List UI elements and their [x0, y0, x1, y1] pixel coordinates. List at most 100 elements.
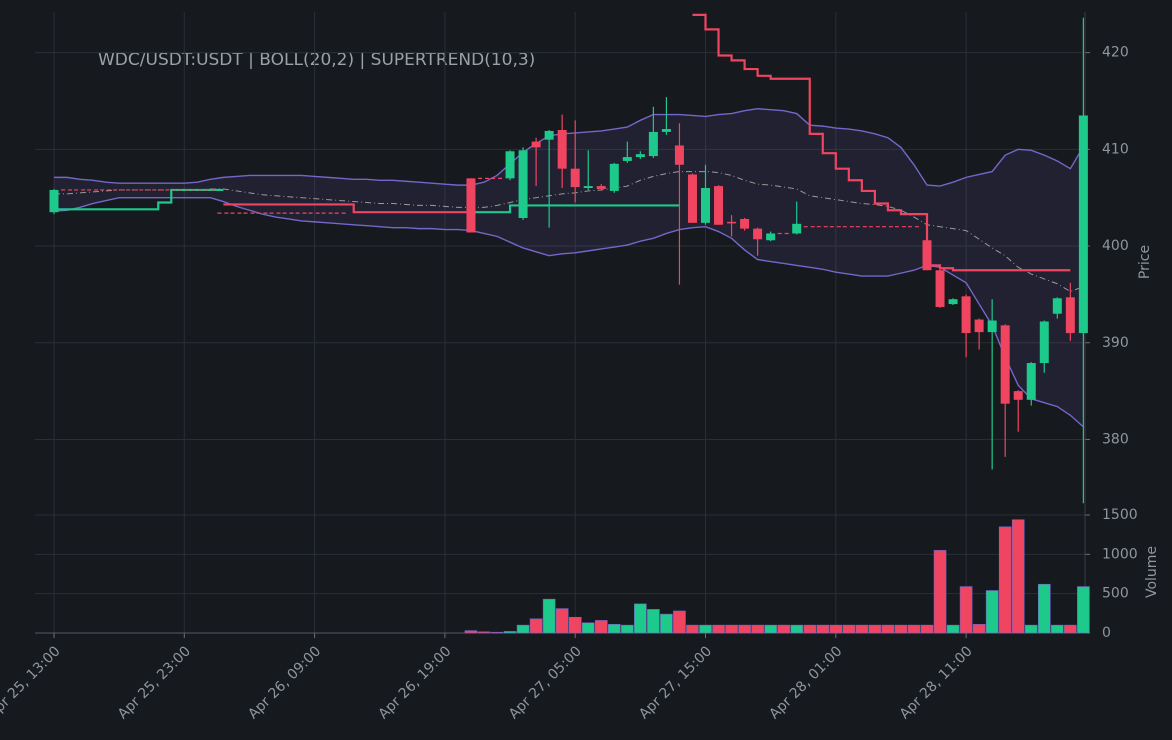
- candle-body: [792, 223, 802, 234]
- candle-body: [948, 299, 958, 305]
- volume-bar: [738, 624, 751, 634]
- band-middle: [54, 171, 1084, 293]
- volume-bar: [464, 630, 478, 634]
- y2-tick-label: 1000: [1102, 546, 1138, 562]
- candle-body: [1039, 321, 1049, 364]
- volume-bar: [933, 550, 947, 634]
- chart-title: WDC/USDT:USDT | BOLL(20,2) | SUPERTREND(…: [98, 50, 535, 70]
- y-tick-label: 390: [1102, 335, 1129, 351]
- candle-body: [922, 240, 932, 271]
- volume-bar: [985, 590, 999, 634]
- volume-bar: [581, 622, 595, 634]
- volume-bar: [647, 609, 660, 634]
- volume-bar: [946, 624, 960, 634]
- volume-bar: [490, 631, 504, 634]
- volume-bar: [699, 624, 712, 634]
- candle-body: [466, 178, 476, 233]
- candle-body: [661, 129, 671, 132]
- volume-bar: [594, 620, 608, 634]
- volume-bar: [972, 624, 986, 634]
- candle-body: [714, 186, 724, 225]
- volume-bar: [503, 631, 517, 634]
- candle-body: [596, 186, 606, 189]
- candle-body: [648, 131, 658, 157]
- candle-body: [687, 174, 697, 223]
- volume-bar: [842, 624, 856, 634]
- volume-bar: [829, 624, 843, 634]
- volume-bar: [803, 624, 817, 634]
- volume-bar: [959, 586, 973, 634]
- volume-bar: [529, 618, 543, 634]
- y-tick-label: 380: [1102, 431, 1129, 447]
- band-upper: [54, 108, 1084, 187]
- volume-bar: [542, 598, 556, 634]
- volume-bar: [790, 624, 804, 634]
- volume-bar: [907, 624, 921, 634]
- candle-body: [557, 129, 567, 169]
- volume-bar: [1077, 586, 1090, 634]
- candle-body: [583, 186, 593, 189]
- volume-bar: [777, 624, 790, 634]
- candle-body: [1052, 298, 1062, 314]
- volume-bar: [477, 631, 491, 634]
- supertrend-down: [692, 13, 1071, 272]
- volume-bar: [751, 624, 764, 634]
- candle-body: [609, 163, 619, 191]
- candle-body: [766, 233, 776, 241]
- volume-bar: [516, 624, 530, 634]
- volume-bar: [881, 624, 895, 634]
- volume-bar: [673, 610, 686, 634]
- candle-body: [987, 320, 997, 333]
- candle-body: [622, 157, 632, 161]
- y-tick-label: 400: [1102, 238, 1129, 254]
- volume-bar: [555, 608, 569, 634]
- volume-bar: [607, 624, 621, 634]
- candle-body: [1026, 363, 1036, 400]
- y-axis-label: Price: [1137, 245, 1153, 279]
- volume-bar: [568, 616, 582, 634]
- volume-bar: [816, 624, 830, 634]
- candle-body: [505, 151, 515, 179]
- candle-body: [635, 154, 645, 158]
- candle-body: [753, 228, 763, 240]
- candle-body: [674, 145, 684, 165]
- candle-body: [1065, 297, 1075, 334]
- volume-bar: [920, 624, 934, 634]
- volume-bar: [868, 624, 882, 634]
- band-lower: [53, 196, 1084, 428]
- candle-body: [570, 168, 580, 188]
- volume-bar: [894, 624, 908, 634]
- candle-body: [1078, 115, 1088, 334]
- volume-bar: [764, 624, 777, 634]
- candle-body: [544, 130, 554, 140]
- volume-bar: [855, 624, 869, 634]
- volume-bar: [660, 613, 673, 634]
- band-fill: [54, 108, 1084, 427]
- supertrend-down: [223, 203, 471, 214]
- supertrend-up: [54, 188, 224, 211]
- y2-tick-label: 500: [1102, 586, 1129, 602]
- y-tick-label: 420: [1102, 45, 1129, 61]
- candle-body: [1000, 325, 1010, 404]
- volume-bar: [1024, 624, 1038, 634]
- volume-bar: [712, 624, 725, 634]
- candle-body: [727, 221, 737, 224]
- y2-tick-label: 1500: [1102, 507, 1138, 523]
- candle-body: [518, 150, 528, 218]
- candle-body: [49, 189, 59, 213]
- volume-bar: [1011, 519, 1025, 634]
- volume-bar: [621, 624, 634, 634]
- candle-body: [935, 270, 945, 307]
- volume-bar: [998, 526, 1012, 634]
- y2-tick-label: 0: [1102, 625, 1111, 641]
- volume-bar: [1051, 624, 1064, 634]
- candle-body: [961, 296, 971, 334]
- volume-bar: [686, 624, 699, 634]
- supertrend-up: [470, 204, 680, 214]
- candle-body: [1013, 391, 1023, 400]
- candle-body: [531, 141, 541, 148]
- volume-bar: [725, 624, 738, 634]
- candle-body: [740, 218, 750, 229]
